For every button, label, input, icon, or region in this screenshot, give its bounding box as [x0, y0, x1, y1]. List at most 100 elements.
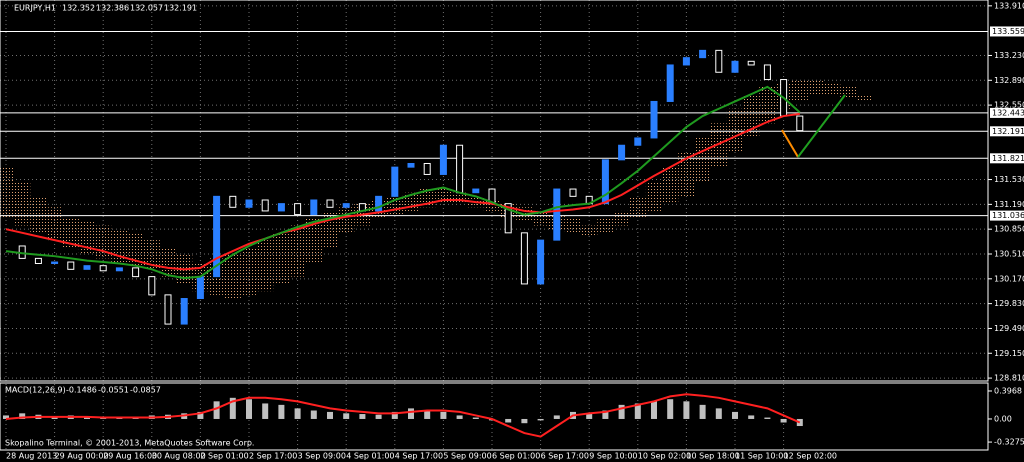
macd-frame — [0, 382, 989, 451]
candle — [650, 100, 658, 139]
macd-bar — [634, 403, 641, 419]
cloud — [0, 167, 15, 219]
cloud — [289, 225, 306, 277]
moving-average — [5, 85, 801, 280]
cloud — [483, 199, 501, 211]
macd-bar — [505, 418, 512, 423]
macd-bar — [213, 401, 220, 419]
cloud — [840, 86, 857, 98]
level-box — [990, 153, 1024, 164]
y-tick-label: 130.510 — [994, 250, 1024, 259]
candle — [99, 265, 107, 272]
level-box — [990, 107, 1024, 118]
macd-bar — [537, 418, 544, 421]
candle — [294, 203, 302, 216]
candle — [763, 64, 771, 81]
candle — [618, 144, 626, 161]
candle — [391, 166, 399, 197]
x-tick-label: 3 Sep 09:00 — [298, 452, 346, 461]
macd-bar — [732, 411, 738, 419]
macd-bar — [3, 415, 9, 419]
macd-bar — [327, 411, 333, 419]
candle — [326, 199, 334, 208]
y-tick-label: 129.490 — [994, 324, 1024, 333]
macd-tick-label: -0.3275 — [994, 438, 1024, 447]
cloud — [14, 181, 31, 226]
candle — [666, 64, 674, 102]
macd-bar — [472, 417, 479, 419]
candle — [83, 265, 91, 270]
cloud — [662, 167, 679, 204]
macd-tick-label: 0.3968 — [994, 386, 1022, 395]
candle — [731, 60, 739, 73]
cloud — [759, 86, 776, 124]
candle — [569, 188, 577, 197]
macd-bar — [553, 415, 560, 419]
quote-value: 132.352 — [62, 4, 95, 13]
cloud — [240, 247, 258, 295]
cloud — [273, 232, 290, 284]
cloud — [224, 254, 241, 299]
y-tick-label: 133.230 — [994, 51, 1024, 60]
candle — [164, 294, 172, 325]
macd-bar — [780, 418, 787, 423]
candle — [699, 49, 707, 59]
candle — [472, 188, 480, 194]
macd-bar — [618, 404, 625, 419]
candle — [213, 195, 221, 278]
candle — [520, 232, 528, 285]
x-tick-label: 12 Sep 02:00 — [784, 452, 837, 461]
macd-bar — [748, 415, 755, 419]
x-tick-label: 6 Sep 17:00 — [541, 452, 589, 461]
cloud — [791, 79, 808, 102]
candle — [115, 267, 123, 272]
candle — [34, 257, 42, 264]
x-tick-label: 30 Aug 08:00 — [152, 452, 206, 461]
candle — [51, 261, 59, 264]
x-tick-label: 5 Sep 09:00 — [443, 452, 491, 461]
candle — [747, 60, 755, 66]
forecast-down — [781, 129, 799, 158]
cloud — [597, 218, 614, 233]
candle — [261, 199, 269, 212]
candle — [407, 162, 415, 168]
y-tick-label: 132.890 — [994, 76, 1024, 85]
level-label: 132.443 — [992, 108, 1024, 117]
macd-bar — [651, 401, 657, 419]
cloud — [111, 229, 128, 263]
cloud — [451, 192, 468, 204]
candle — [682, 57, 690, 66]
macd-reading: -0.1486 — [66, 386, 97, 395]
x-tick-label: 10 Sep 18:00 — [686, 452, 739, 461]
x-tick-label: 2 Sep 17:00 — [249, 452, 297, 461]
cloud — [678, 152, 695, 197]
candle — [180, 298, 188, 325]
level-label: 131.821 — [992, 154, 1024, 163]
candle — [553, 188, 561, 241]
cloud — [257, 240, 274, 292]
level-label: 131.036 — [992, 211, 1024, 220]
candle — [132, 267, 140, 278]
candle — [504, 203, 512, 234]
candle — [229, 195, 237, 208]
macd-bar — [262, 403, 269, 419]
candle — [67, 261, 75, 270]
candle — [310, 199, 318, 216]
x-tick-label: 29 Aug 00:00 — [55, 452, 109, 461]
cloud — [581, 225, 598, 237]
macd-label: MACD(12,26,9) — [5, 386, 66, 395]
cloud — [338, 207, 355, 233]
cloud — [159, 247, 177, 277]
quote-value: 132.191 — [164, 4, 197, 13]
candle — [537, 239, 545, 285]
cloud — [824, 83, 841, 95]
macd-bar — [699, 404, 706, 419]
candle — [245, 199, 253, 208]
macd-reading: -0.0551 — [98, 386, 129, 395]
candle — [375, 195, 383, 212]
candle — [456, 144, 464, 194]
macd-bar — [278, 404, 285, 419]
cloud — [78, 221, 96, 255]
x-tick-label: 4 Sep 17:00 — [395, 452, 443, 461]
moving-average — [5, 112, 800, 271]
